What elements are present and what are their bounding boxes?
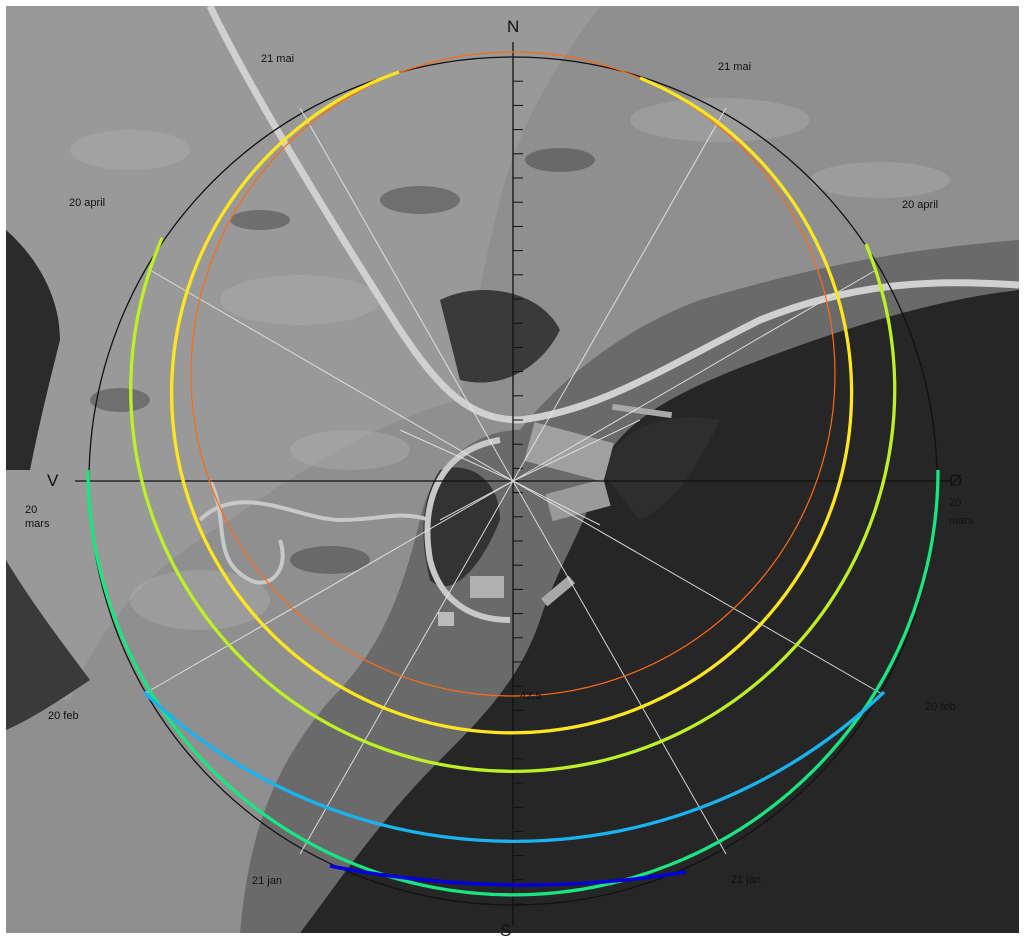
date-20-april-right: 20 april [902,199,938,211]
sun-path-21-mai [169,70,854,735]
date-20-mars-left-line1: 20 [25,504,37,516]
sun-paths [86,51,940,897]
sun-path-summer-solstice [190,51,836,697]
sun-path-20-april [129,237,897,773]
compass-west: V [47,471,59,490]
compass-east: Ø [949,471,962,490]
date-20-mars-left-line2: mars [25,518,50,530]
axis-ticks [513,80,523,905]
date-20-april-left: 20 april [69,197,105,209]
date-21-mai-left: 21 mai [261,53,294,65]
scale-label: 42,5 [520,690,541,702]
sun-path-20-mars [86,469,940,897]
date-21-mai-right: 21 mai [718,61,751,73]
date-20-mars-left: 20 mars [25,504,50,530]
date-20-mars-right-line1: 20 [949,497,961,509]
sun-path-21-jan [329,864,687,887]
compass-south: S [500,921,511,939]
date-21-jan-left: 21 jan [252,875,282,887]
date-20-mars-right-line2: mars [949,515,974,527]
hour-lines [143,107,883,855]
date-20-feb-right: 20 feb [925,701,956,713]
date-20-mars-right: 20 mars [949,497,974,527]
date-21-jan-right: 21 jan [731,874,761,886]
sun-path-20-feb [142,690,886,843]
compass-north: N [507,17,519,36]
date-20-feb-left: 20 feb [48,710,79,722]
